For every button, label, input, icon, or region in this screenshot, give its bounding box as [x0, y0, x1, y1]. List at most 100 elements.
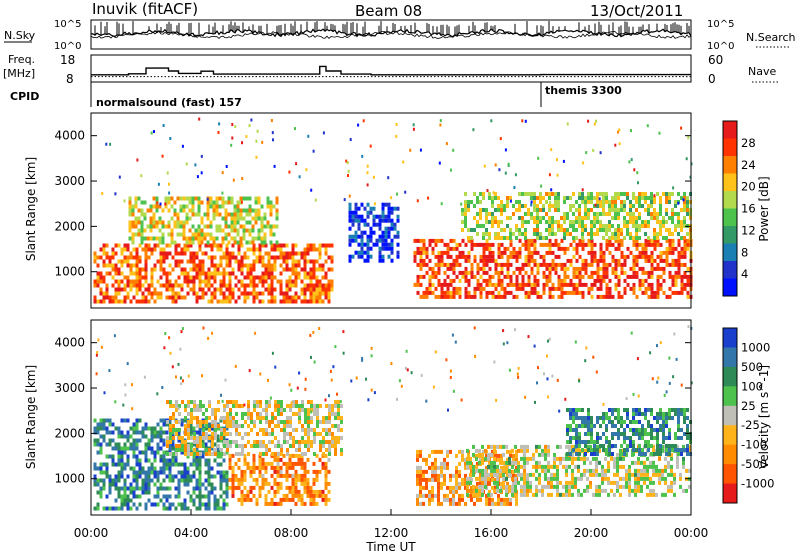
range-time-cell — [132, 263, 136, 268]
range-time-cell — [294, 275, 298, 280]
range-time-cell — [143, 236, 147, 241]
range-time-cell — [277, 408, 280, 412]
range-time-cell — [222, 299, 226, 304]
range-time-cell — [452, 290, 456, 295]
range-time-cell — [231, 477, 235, 482]
range-time-cell — [243, 485, 247, 490]
range-time-cell — [569, 220, 572, 224]
range-time-cell — [208, 436, 211, 440]
range-time-cell — [524, 212, 527, 216]
range-time-cell — [425, 493, 428, 498]
range-time-cell — [220, 432, 223, 436]
range-time-cell — [171, 283, 175, 288]
range-time-cell — [378, 250, 382, 255]
range-time-cell — [467, 204, 470, 208]
range-time-cell — [159, 454, 163, 459]
range-time-cell — [535, 444, 538, 449]
range-time-cell — [135, 426, 139, 431]
range-time-cell — [132, 247, 136, 252]
range-time-cell — [234, 283, 238, 288]
range-time-cell — [252, 275, 256, 280]
range-time-cell — [238, 404, 241, 408]
range-time-cell — [628, 488, 631, 493]
range-time-cell — [601, 476, 604, 481]
range-time-cell — [258, 275, 262, 280]
range-time-cell — [315, 279, 319, 284]
range-time-cell — [259, 428, 262, 432]
range-time-cell — [527, 212, 530, 216]
range-time-cell — [168, 494, 172, 499]
range-time-cell — [168, 295, 172, 300]
range-time-cell — [165, 474, 169, 479]
range-time-cell — [149, 208, 153, 213]
range-time-cell — [596, 440, 599, 444]
range-time-cell — [176, 212, 180, 217]
range-time-cell — [270, 119, 273, 122]
range-time-cell — [434, 242, 438, 247]
range-time-cell — [135, 494, 139, 499]
range-time-cell — [650, 196, 653, 200]
range-time-cell — [312, 259, 316, 264]
range-time-cell — [215, 224, 219, 229]
range-time-cell — [387, 226, 391, 231]
range-time-cell — [440, 254, 444, 259]
range-time-cell — [93, 474, 97, 479]
range-time-cell — [578, 432, 581, 436]
range-time-cell — [511, 492, 514, 497]
range-time-cell — [650, 238, 654, 243]
range-time-cell — [476, 242, 480, 247]
range-time-cell — [222, 478, 226, 483]
range-time-cell — [566, 228, 569, 232]
range-time-cell — [279, 287, 283, 292]
range-time-cell — [93, 418, 97, 423]
range-time-cell — [677, 250, 681, 255]
range-time-cell — [220, 428, 223, 432]
range-time-cell — [225, 165, 228, 168]
range-time-cell — [225, 271, 229, 276]
range-time-cell — [683, 216, 686, 220]
range-time-cell — [434, 469, 437, 474]
range-time-cell — [277, 444, 280, 448]
range-time-cell — [618, 128, 621, 132]
range-time-cell — [605, 200, 608, 204]
range-time-cell — [437, 501, 440, 506]
range-time-cell — [443, 250, 447, 255]
range-time-cell — [674, 290, 678, 295]
range-time-cell — [560, 290, 564, 295]
range-time-cell — [192, 442, 196, 447]
range-time-cell — [243, 283, 247, 288]
range-time-cell — [204, 478, 208, 483]
range-time-cell — [327, 287, 331, 292]
range-time-cell — [328, 440, 331, 444]
range-time-cell — [366, 238, 370, 243]
range-time-cell — [108, 422, 112, 427]
range-time-cell — [664, 476, 667, 481]
range-time-cell — [137, 208, 141, 213]
colorbar-segment — [723, 278, 737, 297]
range-time-cell — [647, 204, 650, 208]
range-time-cell — [315, 283, 319, 288]
range-time-cell — [177, 490, 181, 495]
range-time-cell — [177, 243, 181, 248]
range-time-cell — [635, 236, 638, 240]
range-time-cell — [312, 263, 316, 268]
range-time-cell — [207, 478, 211, 483]
range-time-cell — [213, 255, 217, 260]
range-time-cell — [584, 420, 587, 424]
range-time-cell — [569, 290, 573, 295]
range-time-cell — [228, 283, 232, 288]
range-time-cell — [99, 426, 103, 431]
range-time-cell — [183, 470, 187, 475]
range-time-cell — [530, 258, 534, 263]
range-time-cell — [254, 220, 258, 225]
range-time-cell — [469, 464, 472, 469]
range-time-cell — [123, 446, 127, 451]
range-time-cell — [204, 426, 208, 431]
range-time-cell — [269, 204, 273, 209]
range-time-cell — [243, 263, 247, 268]
range-time-cell — [131, 212, 135, 217]
range-time-cell — [527, 246, 531, 251]
range-time-cell — [275, 196, 279, 201]
range-time-cell — [496, 484, 499, 489]
range-time-cell — [635, 232, 638, 236]
